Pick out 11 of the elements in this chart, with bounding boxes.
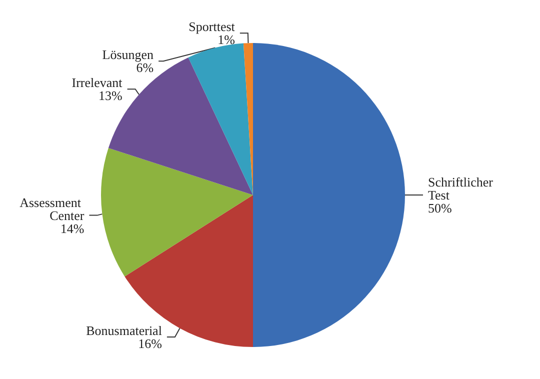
data-label: 50% bbox=[428, 200, 452, 216]
slice-label: Irrelevant bbox=[72, 75, 123, 90]
data-label: 13% bbox=[98, 88, 122, 104]
slice-label: Sporttest bbox=[188, 19, 236, 34]
data-label: 16% bbox=[138, 336, 162, 351]
slice-label: Bonusmaterial bbox=[86, 322, 162, 338]
slice-label: Lösungen bbox=[102, 47, 154, 62]
data-label: 1% bbox=[218, 32, 236, 48]
data-label: 14% bbox=[60, 220, 84, 236]
slice-label: Assessment Center bbox=[20, 194, 85, 223]
slice-label: Schriftlicher Test bbox=[428, 174, 496, 202]
